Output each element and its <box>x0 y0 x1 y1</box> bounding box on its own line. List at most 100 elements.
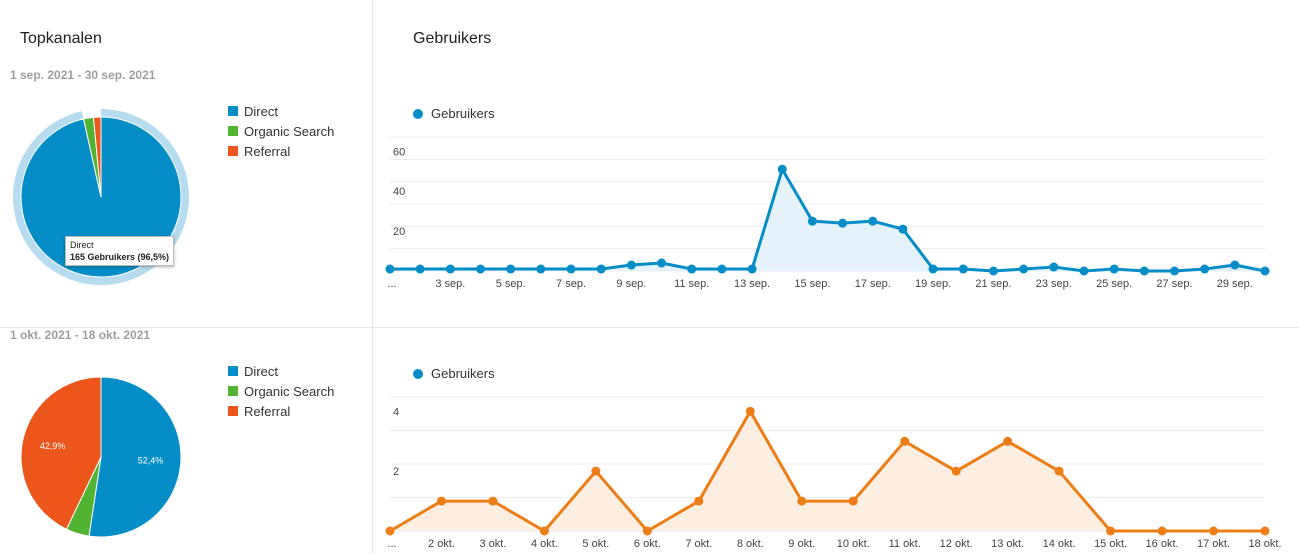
line-chart-sep: 20 40 60... 3 sep. 5 sep. 7 sep. 9 sep. 11 sep.… <box>385 136 1270 290</box>
data-point[interactable] <box>745 406 755 416</box>
data-point[interactable] <box>385 264 395 274</box>
data-point[interactable] <box>506 264 516 274</box>
data-point[interactable] <box>415 264 425 274</box>
data-point[interactable] <box>488 496 498 506</box>
legend-item-organic-search[interactable]: Organic Search <box>228 121 334 141</box>
x-tick-label: 13 sep. <box>734 278 770 290</box>
data-point[interactable] <box>694 496 704 506</box>
x-tick-label: 3 okt. <box>479 538 506 550</box>
x-tick-label: 15 okt. <box>1094 538 1127 550</box>
gebruikers-title: Gebruikers <box>413 30 492 47</box>
data-point[interactable] <box>1109 264 1119 274</box>
data-point[interactable] <box>1260 526 1270 536</box>
data-point[interactable] <box>777 164 787 174</box>
data-point[interactable] <box>1200 264 1210 274</box>
data-point[interactable] <box>807 216 817 226</box>
series-line <box>390 167 1266 273</box>
data-point[interactable] <box>988 266 998 276</box>
legend-swatch <box>228 146 238 156</box>
data-point[interactable] <box>1079 266 1089 276</box>
data-point[interactable] <box>1169 266 1179 276</box>
pie-legend-okt: Direct Organic Search Referral <box>228 361 334 421</box>
legend-item-referral[interactable]: Referral <box>228 141 334 161</box>
pie-slice-label: 52,4% <box>138 456 164 466</box>
x-tick-label: 4 okt. <box>531 538 558 550</box>
data-point[interactable] <box>539 526 549 536</box>
data-point[interactable] <box>642 526 652 536</box>
legend-swatch <box>228 366 238 376</box>
x-tick-label: 6 okt. <box>634 538 661 550</box>
data-point[interactable] <box>1106 526 1116 536</box>
x-tick-label: 7 sep. <box>556 278 586 290</box>
data-point[interactable] <box>1003 436 1013 446</box>
date-range-okt: 1 okt. 2021 - 18 okt. 2021 <box>10 328 151 342</box>
data-point[interactable] <box>1230 260 1240 270</box>
x-tick-label: 10 okt. <box>837 538 870 550</box>
pie-slice-direct[interactable] <box>88 376 182 538</box>
data-point[interactable] <box>1157 526 1167 536</box>
x-tick-label: 7 okt. <box>685 538 712 550</box>
data-point[interactable] <box>717 264 727 274</box>
legend-dot <box>413 108 423 119</box>
data-point[interactable] <box>385 526 395 536</box>
data-point[interactable] <box>591 466 601 476</box>
legend-swatch <box>228 126 238 136</box>
legend-swatch <box>228 106 238 116</box>
line-chart-okt: 2 4... 2 okt. 3 okt. 4 okt. 5 okt. 6 okt. 7 okt… <box>385 396 1282 550</box>
data-point[interactable] <box>951 466 961 476</box>
data-point[interactable] <box>566 264 576 274</box>
y-tick-label: 60 <box>393 146 405 158</box>
legend-item-organic-search[interactable]: Organic Search <box>228 381 334 401</box>
x-tick-label: 19 sep. <box>915 278 951 290</box>
x-tick-label: 17 sep. <box>855 278 891 290</box>
x-tick-label: 2 okt. <box>428 538 455 550</box>
line-legend-okt[interactable]: Gebruikers <box>413 366 495 381</box>
data-point[interactable] <box>687 264 697 274</box>
y-tick-label: 20 <box>393 226 405 238</box>
data-point[interactable] <box>536 264 546 274</box>
data-point[interactable] <box>868 216 878 226</box>
x-tick-label: 5 sep. <box>496 278 526 290</box>
data-point[interactable] <box>848 496 858 506</box>
data-point[interactable] <box>1209 526 1219 536</box>
legend-swatch <box>228 386 238 396</box>
data-point[interactable] <box>898 224 908 234</box>
x-tick-label: 23 sep. <box>1036 278 1072 290</box>
data-point[interactable] <box>626 260 636 270</box>
data-point[interactable] <box>1139 266 1149 276</box>
x-tick-label: ... <box>387 278 396 290</box>
data-point[interactable] <box>657 258 667 268</box>
data-point[interactable] <box>900 436 910 446</box>
legend-item-referral[interactable]: Referral <box>228 401 334 421</box>
x-tick-label: 16 okt. <box>1146 538 1179 550</box>
x-tick-label: 11 sep. <box>674 278 709 290</box>
data-point[interactable] <box>1019 264 1029 274</box>
pie-legend-sep: Direct Organic Search Referral <box>228 101 334 161</box>
line-legend-sep[interactable]: Gebruikers <box>413 106 495 121</box>
data-point[interactable] <box>596 264 606 274</box>
series-area <box>390 411 1265 531</box>
panel-divider <box>372 0 373 553</box>
legend-item-direct[interactable]: Direct <box>228 361 334 381</box>
legend-item-direct[interactable]: Direct <box>228 101 334 121</box>
pie-slice-referral[interactable] <box>92 116 102 198</box>
x-tick-label: 21 sep. <box>975 278 1011 290</box>
x-tick-label: 9 okt. <box>788 538 815 550</box>
pie-slice-label: 42,9% <box>40 441 66 451</box>
data-point[interactable] <box>436 496 446 506</box>
y-tick-label: 40 <box>393 186 405 198</box>
data-point[interactable] <box>928 264 938 274</box>
x-tick-label: 25 sep. <box>1096 278 1132 290</box>
data-point[interactable] <box>958 264 968 274</box>
pie-slice-referral[interactable] <box>20 376 102 530</box>
data-point[interactable] <box>797 496 807 506</box>
data-point[interactable] <box>1260 266 1270 276</box>
data-point[interactable] <box>1054 466 1064 476</box>
x-tick-label: 18 okt. <box>1248 538 1281 550</box>
data-point[interactable] <box>1049 262 1059 272</box>
data-point[interactable] <box>747 264 757 274</box>
data-point[interactable] <box>838 218 848 228</box>
x-tick-label: 3 sep. <box>435 278 465 290</box>
data-point[interactable] <box>476 264 486 274</box>
data-point[interactable] <box>445 264 455 274</box>
